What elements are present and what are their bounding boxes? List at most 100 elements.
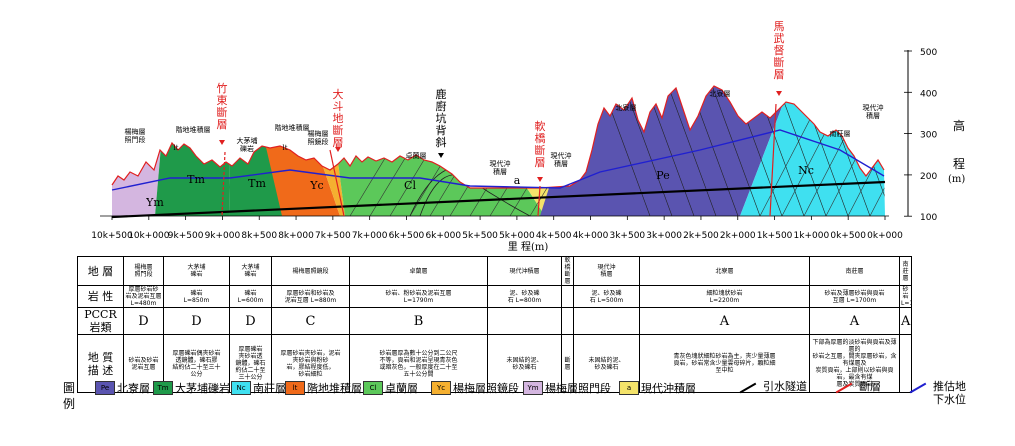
legend-line-swatch: [835, 382, 853, 394]
formation-label: 南莊層: [830, 129, 851, 138]
table-cell: D: [229, 307, 272, 335]
table-cell: 礫岩 L=600m: [229, 285, 272, 308]
table-cell: A: [639, 307, 810, 335]
legend-line-label: 推估地 下水位: [933, 380, 966, 406]
x-tick-label: 1k+000: [794, 231, 830, 241]
legend-swatch-lt: lt: [285, 381, 305, 395]
formation-label: 現代沖積層: [490, 159, 511, 176]
legend-label: 楊梅層照鏡段: [453, 382, 519, 395]
table-cell: 卓蘭層: [349, 256, 488, 286]
x-tick-label: 6k+000: [425, 231, 461, 241]
x-tick-label: 10k+000: [128, 231, 170, 241]
legend-line-label: 斷層: [859, 380, 881, 393]
table-cell: [487, 307, 562, 335]
table-cell: 細粒塊狀砂岩 L=2200m: [639, 285, 810, 308]
table-cell: 楊梅層 照門段: [123, 256, 164, 286]
formation-label: 現代沖積層: [551, 151, 572, 168]
zone-code: lt: [282, 144, 287, 152]
zone-code: Pe: [656, 169, 669, 182]
y-axis-ticks: 500 400 300 200 100: [904, 48, 937, 223]
legend-label: 現代沖積層: [641, 382, 696, 395]
legend-label: 南莊層: [253, 382, 286, 395]
table-cell: 未固結的泥、 砂及礫石: [487, 334, 562, 393]
y-tick-label: 200: [920, 172, 937, 182]
groundwater-line: [111, 129, 885, 191]
table-cell: [899, 334, 912, 393]
fault-label: 竹東斷層: [217, 81, 228, 131]
legend-label: 北寮層: [117, 382, 150, 395]
formation-label: 卓蘭層: [406, 151, 427, 160]
y-tick-label: 100: [920, 213, 937, 223]
x-tick-label: 6k+500: [389, 231, 425, 241]
fault-line: [329, 149, 345, 217]
table-cell: 現代沖積層: [487, 256, 562, 286]
anticline-label: 鹿廚坑背斜: [436, 87, 447, 149]
legend-swatch-Nc: Nc: [231, 381, 251, 395]
zone-code: lt: [173, 144, 178, 152]
legend-label: 階地堆積層: [307, 382, 362, 395]
table-cell: [573, 307, 640, 335]
x-tick-label: 5k+500: [462, 231, 498, 241]
table-cell: B: [349, 307, 488, 335]
table-cell: D: [163, 307, 230, 335]
table-cell: A: [899, 307, 912, 335]
fault-label: 軟橋斷層: [535, 119, 546, 169]
legend-swatch-Yc: Yc: [431, 381, 451, 395]
x-tick-label: 5k+000: [499, 231, 535, 241]
x-tick-label: 9k+000: [205, 231, 241, 241]
y-tick-label: 400: [920, 89, 937, 99]
zone-code: Cl: [404, 179, 416, 192]
table-cell: 砂岩及薄層砂岩與頁岩 互層 L=1700m: [809, 285, 900, 308]
table-cell: 青灰色塊狀細粒砂岩為主，夾少量薄層 頁岩，砂岩常含少量雲母碎片，顆粒細 至中粒: [639, 334, 810, 393]
legend-label: 大茅埔礫岩: [175, 382, 230, 395]
x-tick-label: 2k+500: [683, 231, 719, 241]
table-cell: 厚層礫岩偶夾砂岩 透鏡體，礫石膠 結約佔二十至三十 公分: [163, 334, 230, 393]
y-tick-label: 300: [920, 131, 937, 141]
x-tick-label: 7k+000: [352, 231, 388, 241]
x-tick-label: 0k+000: [867, 231, 903, 241]
table-cell: 現代沖 積層: [573, 256, 640, 286]
x-tick-label: 8k+000: [278, 231, 314, 241]
legend: 圖 例 Pe 北寮層 Tm 大茅埔礫岩 Nc 南莊層 lt 階地堆積層 Cl 卓蘭層 Yc 楊梅層照鏡段…: [63, 378, 1013, 442]
x-tick-label: 2k+000: [720, 231, 756, 241]
x-tick-label: 9k+500: [168, 231, 204, 241]
elevation-label-1: 高: [953, 118, 965, 133]
zone-code: a: [514, 174, 521, 187]
legend-swatch-Ym: Ym: [523, 381, 543, 395]
zone-code: Yc: [309, 179, 323, 192]
legend-swatch-Tm: Tm: [153, 381, 173, 395]
table-cell: 砂岩層厚為數十公分到二公尺 不等，頁岩和泥岩呈現青灰色 或暗灰色，一般厚度在二十…: [349, 334, 488, 393]
legend-swatch-a: a: [619, 381, 639, 395]
fault-label: 馬武督斷層: [774, 20, 785, 81]
fault-line: [537, 185, 541, 217]
table-cell: [561, 285, 574, 308]
legend-title: 圖 例: [63, 381, 76, 411]
formation-label: 楊梅層照門段: [125, 127, 146, 144]
legend-swatch-Cl: Cl: [363, 381, 383, 395]
formation-label: 北寮層: [710, 89, 731, 98]
geology-table: 地 層楊梅層 照門段 大茅埔 礫岩 大茅埔 礫岩 楊梅層照鏡段 卓蘭層 現代沖積層 軟橋 斷…: [77, 256, 912, 393]
fault-line: [769, 103, 777, 217]
elevation-unit: (m): [948, 174, 965, 185]
elevation-label-2: 程: [953, 156, 965, 171]
legend-label: 楊梅層照門段: [545, 382, 611, 395]
table-cell: 泥、砂及礫 石 L=800m: [487, 285, 562, 308]
fault-label: 大斗地斷層: [333, 87, 344, 149]
formation-label: 階地堆積層: [275, 123, 310, 132]
zone-code: Tm: [187, 173, 205, 186]
table-cell: 砂岩、粉砂岩及泥岩互層 L=1790m: [349, 285, 488, 308]
x-tick-label: 0k+500: [830, 231, 866, 241]
x-axis-label: 里 程(m): [508, 241, 549, 253]
table-cell: A: [809, 307, 900, 335]
table-cell: 北寮層: [639, 256, 810, 286]
legend-swatch-Pe: Pe: [95, 381, 115, 395]
legend-line-label: 引水隧道: [763, 380, 807, 393]
row-header: 地 層: [77, 256, 124, 286]
x-tick-label: 7k+500: [315, 231, 351, 241]
table-cell: 南莊層: [809, 256, 900, 286]
formation-label: 現代沖積層: [863, 103, 884, 120]
legend-line-swatch: [739, 382, 757, 394]
